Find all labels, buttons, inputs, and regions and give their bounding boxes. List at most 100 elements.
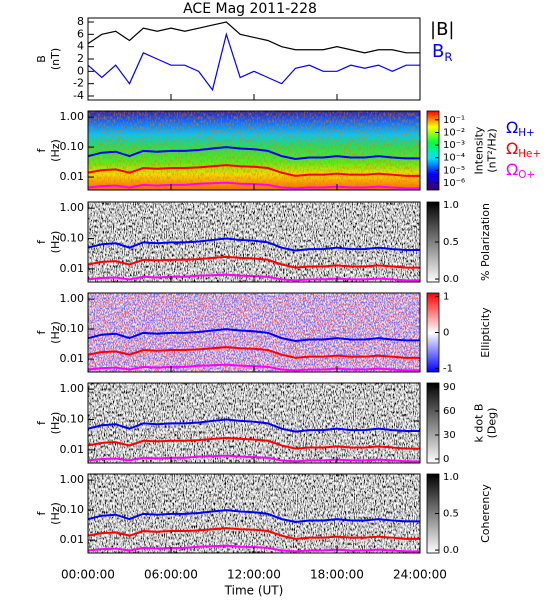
spectrogram-texture [88, 474, 420, 553]
y-tick-label: 1.00 [60, 110, 85, 123]
y-axis-label: (Hz) [49, 321, 62, 344]
colorbar-tick-label: 10⁻⁵ [443, 165, 465, 176]
colorbar-tick-label: -1 [443, 363, 453, 374]
colorbar-title: Ellipticity [479, 307, 492, 358]
colorbar-tick-label: 10⁻² [443, 127, 465, 138]
series-line [87, 21, 420, 54]
colorbar-title: k dot B [473, 404, 486, 443]
legend-label: |B| [430, 19, 454, 40]
x-tick-label: 12:00:00 [227, 568, 281, 582]
x-axis-label: Time (UT) [224, 584, 284, 598]
gyro-legend-label-symbol: Ω [506, 139, 518, 158]
y-axis-label: f [35, 329, 48, 334]
y-axis-label: (Hz) [49, 231, 62, 254]
y-axis-label: f [35, 239, 48, 244]
colorbar-tick-label: 10⁻⁴ [443, 153, 465, 164]
y-axis-label: (Hz) [49, 412, 62, 435]
colorbar [426, 382, 440, 464]
spectrogram-texture [88, 383, 420, 463]
y-tick-label: 0.10 [60, 503, 85, 516]
gyro-legend-label: ΩO+ [506, 160, 535, 182]
y-tick-label: 0.10 [60, 413, 85, 426]
gyro-legend-label-subscript: O+ [518, 169, 535, 181]
gyrofrequency-line [88, 255, 420, 269]
colorbar-tick-label: 30 [443, 430, 456, 441]
y-tick-label: 0 [77, 64, 84, 77]
spectrogram-texture [88, 111, 420, 190]
colorbar-title: Coherency [479, 484, 492, 543]
y-tick-label: 0.01 [60, 352, 85, 365]
colorbar-title: Intensity [473, 126, 486, 174]
y-axis-label: (Hz) [49, 139, 62, 162]
gyrofrequency-line [88, 328, 420, 343]
y-tick-label: 0.10 [60, 322, 85, 335]
colorbar-tick-label: 0.0 [443, 274, 459, 285]
y-tick-label: 1.00 [60, 382, 85, 395]
y-tick-label: 1.00 [60, 473, 85, 486]
gyro-legend-label-symbol: Ω [506, 118, 518, 137]
y-tick-label: 0.10 [60, 140, 85, 153]
x-tick-label: 24:00:00 [393, 568, 447, 582]
series-line [87, 32, 420, 92]
chart-title: ACE Mag 2011-228 [183, 1, 317, 17]
y-tick-label: 0.10 [60, 232, 85, 245]
gyrofrequency-line [88, 509, 420, 524]
y-tick-label: -2 [73, 77, 84, 90]
x-tick-label: 00:00:00 [61, 568, 115, 582]
y-tick-label: 0.01 [60, 170, 85, 183]
colorbar-title: (Deg) [486, 408, 499, 439]
legend-label-symbol: B [432, 41, 444, 62]
colorbar-tick-label: 0 [443, 454, 449, 465]
y-tick-label: 1.00 [60, 292, 85, 305]
gyrofrequency-line [88, 436, 420, 450]
colorbar-tick-label: 1.0 [443, 200, 459, 211]
y-tick-label: -4 [73, 89, 84, 102]
colorbar-tick-label: 0.0 [443, 545, 459, 556]
colorbar-tick-label: 10⁻³ [443, 140, 465, 151]
colorbar-tick-label: 1.0 [443, 472, 459, 483]
colorbar-tick-label: 1 [443, 292, 449, 303]
y-tick-label: 2 [77, 52, 84, 65]
gyro-legend-label-subscript: He+ [518, 148, 541, 160]
y-tick-label: 6 [77, 27, 84, 40]
gyro-legend-label: ΩH+ [506, 118, 535, 140]
gyrofrequency-line [88, 527, 420, 540]
y-axis-label: f [35, 420, 48, 425]
y-axis-label: f [35, 510, 48, 515]
y-tick-label: 8 [77, 15, 84, 28]
colorbar-tick-label: 90 [443, 382, 456, 393]
gyro-legend-label: ΩHe+ [506, 139, 541, 161]
legend-label: BR [432, 41, 452, 64]
y-axis-label: (Hz) [49, 502, 62, 525]
y-tick-label: 0.01 [60, 533, 85, 546]
y-tick-label: 1.00 [60, 201, 85, 214]
x-tick-label: 06:00:00 [144, 568, 198, 582]
y-axis-label: B [35, 55, 48, 63]
colorbar-title: (nT²/Hz) [486, 128, 499, 172]
colorbar-tick-label: 0.5 [443, 509, 459, 520]
x-tick-label: 18:00:00 [310, 568, 364, 582]
colorbar [426, 110, 440, 191]
gyrofrequency-line [88, 146, 420, 161]
gyro-legend-label-subscript: H+ [518, 127, 535, 139]
colorbar-tick-label: 0 [443, 328, 449, 339]
y-tick-label: 4 [77, 40, 84, 53]
y-axis-label: (nT) [49, 48, 62, 70]
y-tick-label: 0.01 [60, 443, 85, 456]
gyrofrequency-line [88, 346, 420, 359]
colorbar-tick-label: 0.5 [443, 237, 459, 248]
plot-frame [87, 17, 421, 101]
y-tick-label: 0.01 [60, 262, 85, 275]
colorbar-title: % Polarization [479, 203, 492, 281]
gyrofrequency-line [88, 237, 420, 252]
colorbar-tick-label: 10⁻¹ [443, 115, 465, 126]
legend-label-subscript: R [444, 50, 452, 64]
spectrogram-texture [88, 202, 420, 282]
colorbar-tick-label: 10⁻⁶ [443, 178, 465, 189]
gyro-legend-label-symbol: Ω [506, 160, 518, 179]
gyrofrequency-line [88, 418, 420, 433]
colorbar-tick-label: 60 [443, 406, 456, 417]
y-axis-label: f [35, 147, 48, 152]
gyrofrequency-line [88, 164, 420, 177]
